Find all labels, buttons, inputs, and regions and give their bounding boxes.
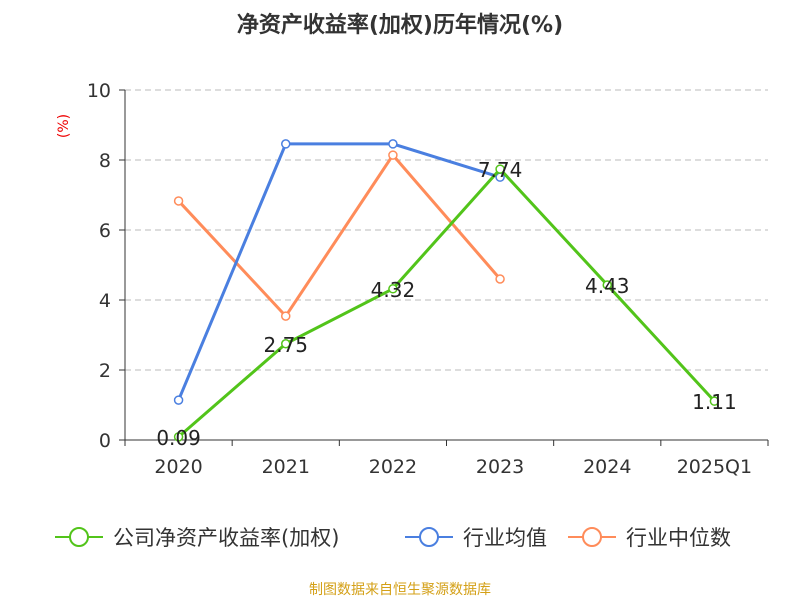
- data-point: [173, 395, 184, 405]
- data-point: [173, 196, 184, 206]
- x-tick-label: 2024: [583, 456, 631, 478]
- source-note: 制图数据来自恒生聚源数据库: [309, 582, 491, 598]
- data-point: [388, 284, 398, 294]
- chart-title: 净资产收益率(加权)历年情况(%): [237, 12, 563, 38]
- data-point: [709, 396, 720, 406]
- data-point: [281, 139, 291, 149]
- x-tick-label: 2021: [262, 456, 310, 478]
- data-label: 1.11: [692, 390, 737, 414]
- y-tick-label: 2: [99, 360, 111, 382]
- x-tick-label: 2023: [476, 456, 524, 478]
- y-tick-label: 8: [99, 150, 111, 172]
- data-label: 7.74: [478, 158, 523, 182]
- series-line: [177, 152, 502, 319]
- data-point: [281, 339, 291, 349]
- legend-label: 行业均值: [463, 526, 547, 550]
- x-tick-label: 2020: [154, 456, 202, 478]
- legend-marker: [69, 527, 89, 547]
- legend-label: 行业中位数: [626, 526, 731, 550]
- legend-label: 公司净资产收益率(加权): [113, 526, 339, 550]
- series-line: [177, 166, 716, 438]
- legend-marker: [582, 527, 602, 547]
- x-tick-label: 2025Q1: [677, 456, 752, 478]
- data-point: [173, 432, 184, 442]
- data-point: [281, 311, 291, 321]
- data-point: [388, 150, 398, 160]
- legend-marker: [419, 527, 439, 547]
- x-tick-label: 2022: [369, 456, 417, 478]
- series-line: [177, 142, 501, 401]
- data-point: [388, 139, 398, 149]
- y-tick-label: 4: [99, 290, 111, 312]
- data-label: 0.09: [156, 426, 201, 450]
- data-label: 4.43: [585, 274, 630, 298]
- y-axis-label: (%): [56, 114, 72, 138]
- data-point: [495, 164, 505, 174]
- data-label: 2.75: [263, 333, 308, 357]
- data-point: [495, 274, 505, 284]
- data-label: 4.32: [371, 278, 416, 302]
- y-tick-label: 6: [99, 220, 111, 242]
- y-tick-label: 0: [99, 430, 111, 452]
- data-point: [602, 280, 612, 290]
- y-tick-label: 10: [87, 80, 111, 102]
